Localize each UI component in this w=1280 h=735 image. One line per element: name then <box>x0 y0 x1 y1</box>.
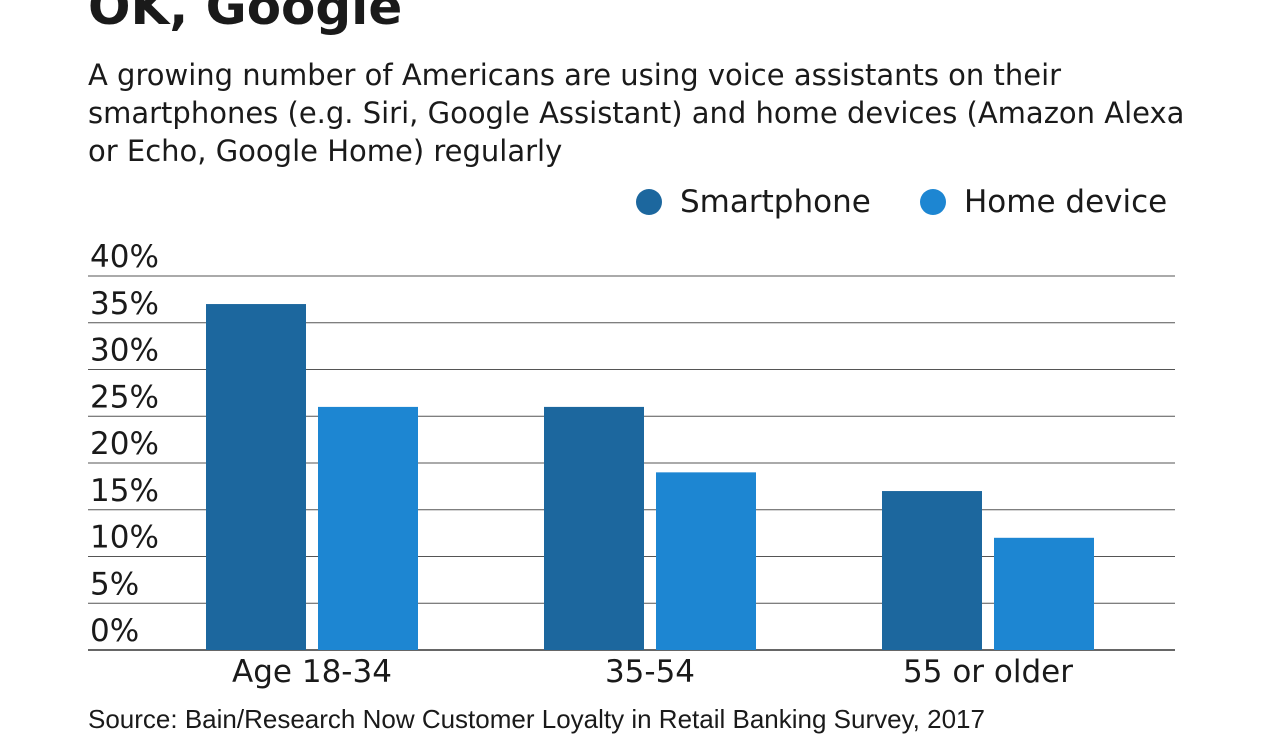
legend-label-smartphone: Smartphone <box>680 184 871 220</box>
legend-label-home-device: Home device <box>964 184 1168 220</box>
chart-title: OK, Google <box>88 0 403 36</box>
y-tick-label: 30% <box>90 333 159 369</box>
bar-smartphone <box>882 491 982 650</box>
y-tick-label: 40% <box>90 239 159 275</box>
bar-smartphone <box>206 304 306 650</box>
legend-item-home-device: Home device <box>920 184 1167 220</box>
legend-swatch-smartphone <box>636 189 662 215</box>
legend-swatch-home-device <box>920 189 946 215</box>
y-tick-label: 20% <box>90 426 159 462</box>
bar-chart: 0% 5% 10% 15% 20% 25% 30% 35% 40% Age 18-34 35-54 5… <box>88 239 1175 690</box>
y-tick-label: 5% <box>90 566 139 602</box>
bar-home-device <box>994 537 1094 650</box>
x-tick-label: 35-54 <box>605 654 695 690</box>
bar-home-device <box>656 472 756 650</box>
bar-smartphone <box>544 406 644 650</box>
y-tick-label: 0% <box>90 613 139 649</box>
x-tick-label: 55 or older <box>903 654 1073 690</box>
y-tick-label: 10% <box>90 520 159 556</box>
y-tick-label: 25% <box>90 379 159 415</box>
x-tick-label: Age 18-34 <box>232 654 392 690</box>
y-tick-label: 35% <box>90 286 159 322</box>
bar-home-device <box>318 406 418 650</box>
y-tick-label: 15% <box>90 473 159 509</box>
legend-item-smartphone: Smartphone <box>636 184 871 220</box>
chart-subtitle: A growing number of Americans are using … <box>88 58 1185 168</box>
